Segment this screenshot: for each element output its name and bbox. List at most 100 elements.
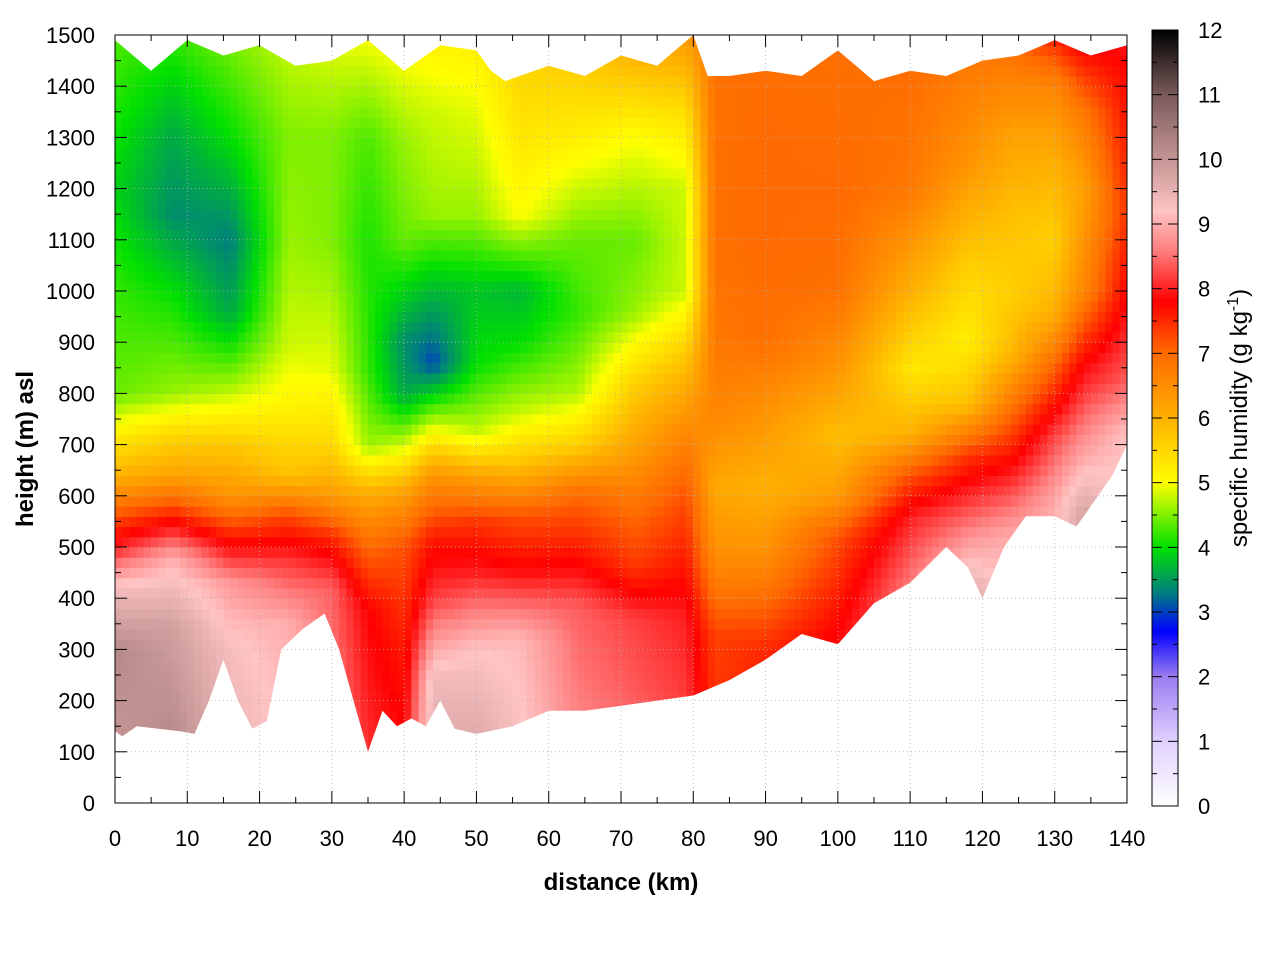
heatmap-cell	[440, 198, 449, 210]
heatmap-cell	[237, 250, 246, 261]
heatmap-cell	[483, 434, 492, 446]
heatmap-cell	[404, 639, 412, 650]
heatmap-cell	[570, 362, 579, 374]
heatmap-cell	[527, 495, 535, 507]
heatmap-cell	[245, 96, 253, 108]
heatmap-cell	[266, 587, 275, 599]
heatmap-cell	[216, 393, 225, 405]
heatmap-cell	[165, 721, 174, 732]
heatmap-cell	[151, 209, 159, 220]
heatmap-cell	[389, 690, 398, 702]
heatmap-cell	[360, 710, 369, 722]
heatmap-cell	[230, 178, 239, 190]
heatmap-cell	[534, 403, 543, 415]
heatmap-cell	[461, 137, 470, 149]
heatmap-cell	[281, 65, 290, 77]
heatmap-cell	[129, 55, 138, 67]
heatmap-cell	[592, 526, 600, 538]
heatmap-cell	[396, 331, 405, 343]
heatmap-cell	[288, 403, 297, 415]
heatmap-cell	[584, 536, 593, 548]
heatmap-cell	[295, 547, 304, 558]
heatmap-cell	[425, 567, 434, 579]
heatmap-cell	[375, 495, 384, 507]
heatmap-cell	[382, 557, 391, 569]
heatmap-cell	[534, 444, 543, 456]
heatmap-cell	[245, 137, 253, 149]
heatmap-cell	[180, 75, 188, 87]
heatmap-cell	[216, 444, 225, 456]
heatmap-cell	[216, 188, 225, 200]
heatmap-cell	[331, 116, 340, 128]
heatmap-cell	[454, 168, 463, 179]
heatmap-cell	[259, 424, 268, 435]
heatmap-cell	[584, 321, 593, 333]
heatmap-cell	[266, 362, 275, 374]
heatmap-cell	[592, 567, 600, 579]
heatmap-cell	[418, 86, 427, 98]
heatmap-cell	[519, 577, 528, 589]
heatmap-cell	[360, 55, 369, 67]
heatmap-cell	[136, 710, 145, 722]
heatmap-cell	[122, 680, 131, 691]
heatmap-cell	[498, 413, 506, 425]
heatmap-cell	[353, 342, 362, 354]
heatmap-cell	[454, 628, 463, 640]
heatmap-cell	[360, 178, 369, 190]
heatmap-cell	[266, 321, 275, 333]
heatmap-cell	[505, 321, 514, 333]
heatmap-cell	[295, 86, 304, 98]
heatmap-cell	[151, 157, 159, 169]
heatmap-cell	[570, 198, 579, 210]
heatmap-cell	[382, 680, 391, 691]
heatmap-cell	[331, 127, 340, 138]
heatmap-cell	[223, 178, 232, 190]
heatmap-cell	[563, 465, 571, 476]
heatmap-cell	[129, 628, 138, 640]
heatmap-cell	[281, 587, 290, 599]
heatmap-cell	[360, 383, 369, 394]
heatmap-cell	[201, 75, 210, 87]
heatmap-cell	[143, 311, 152, 323]
heatmap-cell	[396, 301, 405, 313]
heatmap-cell	[353, 557, 362, 569]
heatmap-cell	[180, 669, 188, 681]
heatmap-cell	[563, 587, 571, 599]
heatmap-cell	[310, 485, 318, 497]
heatmap-cell	[216, 577, 225, 589]
heatmap-cell	[375, 403, 384, 415]
heatmap-cell	[555, 86, 564, 98]
heatmap-cell	[476, 270, 485, 282]
heatmap-cell	[259, 444, 268, 456]
heatmap-cell	[230, 311, 239, 323]
heatmap-cell	[519, 710, 528, 722]
heatmap-cell	[541, 628, 550, 640]
heatmap-cell	[389, 413, 398, 425]
heatmap-cell	[331, 495, 340, 507]
heatmap-cell	[129, 270, 138, 282]
heatmap-cell	[115, 495, 123, 507]
heatmap-cell	[324, 413, 333, 425]
heatmap-cell	[346, 424, 355, 435]
heatmap-cell	[151, 311, 159, 323]
heatmap-cell	[440, 96, 449, 108]
heatmap-cell	[440, 475, 449, 487]
heatmap-cell	[129, 321, 138, 333]
heatmap-cell	[237, 270, 246, 282]
heatmap-cell	[259, 301, 268, 313]
heatmap-cell	[498, 700, 506, 712]
heatmap-cell	[368, 598, 376, 610]
heatmap-cell	[245, 618, 253, 630]
heatmap-cell	[375, 383, 384, 394]
heatmap-cell	[534, 65, 543, 77]
heatmap-cell	[302, 506, 311, 517]
heatmap-cell	[129, 598, 138, 610]
heatmap-cell	[172, 495, 181, 507]
heatmap-cell	[519, 86, 528, 98]
heatmap-cell	[483, 649, 492, 661]
heatmap-cell	[237, 454, 246, 466]
heatmap-cell	[274, 424, 282, 435]
heatmap-cell	[295, 311, 304, 323]
heatmap-cell	[476, 424, 485, 435]
heatmap-cell	[519, 434, 528, 446]
